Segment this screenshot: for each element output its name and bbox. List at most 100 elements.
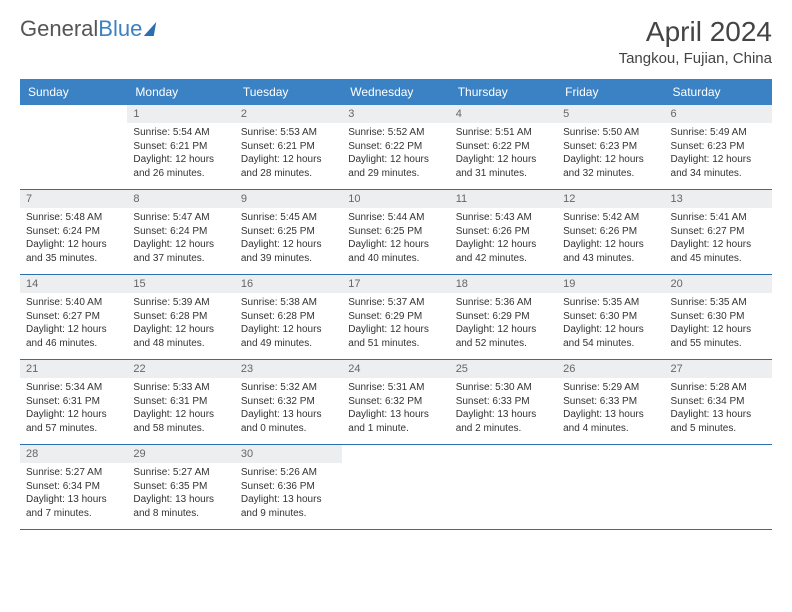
day-number: 23 xyxy=(235,360,342,378)
day-body: Sunrise: 5:35 AMSunset: 6:30 PMDaylight:… xyxy=(665,293,772,356)
day-number: 24 xyxy=(342,360,449,378)
day-number: 14 xyxy=(20,275,127,293)
calendar-week-row: 14Sunrise: 5:40 AMSunset: 6:27 PMDayligh… xyxy=(20,275,772,360)
calendar-day-cell xyxy=(342,445,449,530)
calendar-day-cell: 18Sunrise: 5:36 AMSunset: 6:29 PMDayligh… xyxy=(450,275,557,360)
calendar-table: SundayMondayTuesdayWednesdayThursdayFrid… xyxy=(20,79,772,530)
calendar-day-cell: 5Sunrise: 5:50 AMSunset: 6:23 PMDaylight… xyxy=(557,105,664,190)
calendar-week-row: 1Sunrise: 5:54 AMSunset: 6:21 PMDaylight… xyxy=(20,105,772,190)
calendar-day-cell: 8Sunrise: 5:47 AMSunset: 6:24 PMDaylight… xyxy=(127,190,234,275)
weekday-header: Sunday xyxy=(20,79,127,105)
day-body: Sunrise: 5:27 AMSunset: 6:34 PMDaylight:… xyxy=(20,463,127,526)
weekday-header: Wednesday xyxy=(342,79,449,105)
calendar-day-cell: 22Sunrise: 5:33 AMSunset: 6:31 PMDayligh… xyxy=(127,360,234,445)
day-body: Sunrise: 5:49 AMSunset: 6:23 PMDaylight:… xyxy=(665,123,772,186)
day-body: Sunrise: 5:53 AMSunset: 6:21 PMDaylight:… xyxy=(235,123,342,186)
calendar-day-cell: 24Sunrise: 5:31 AMSunset: 6:32 PMDayligh… xyxy=(342,360,449,445)
day-number: 18 xyxy=(450,275,557,293)
weekday-header: Friday xyxy=(557,79,664,105)
weekday-header: Saturday xyxy=(665,79,772,105)
day-number: 10 xyxy=(342,190,449,208)
logo-text-2: Blue xyxy=(98,16,142,42)
weekday-header-row: SundayMondayTuesdayWednesdayThursdayFrid… xyxy=(20,79,772,105)
calendar-day-cell: 4Sunrise: 5:51 AMSunset: 6:22 PMDaylight… xyxy=(450,105,557,190)
day-number: 27 xyxy=(665,360,772,378)
calendar-week-row: 7Sunrise: 5:48 AMSunset: 6:24 PMDaylight… xyxy=(20,190,772,275)
day-number: 11 xyxy=(450,190,557,208)
day-body: Sunrise: 5:37 AMSunset: 6:29 PMDaylight:… xyxy=(342,293,449,356)
calendar-day-cell: 12Sunrise: 5:42 AMSunset: 6:26 PMDayligh… xyxy=(557,190,664,275)
day-body: Sunrise: 5:33 AMSunset: 6:31 PMDaylight:… xyxy=(127,378,234,441)
day-number: 19 xyxy=(557,275,664,293)
calendar-week-row: 21Sunrise: 5:34 AMSunset: 6:31 PMDayligh… xyxy=(20,360,772,445)
day-body: Sunrise: 5:35 AMSunset: 6:30 PMDaylight:… xyxy=(557,293,664,356)
calendar-day-cell xyxy=(20,105,127,190)
calendar-day-cell: 26Sunrise: 5:29 AMSunset: 6:33 PMDayligh… xyxy=(557,360,664,445)
calendar-day-cell: 29Sunrise: 5:27 AMSunset: 6:35 PMDayligh… xyxy=(127,445,234,530)
location-text: Tangkou, Fujian, China xyxy=(619,50,772,67)
calendar-day-cell: 20Sunrise: 5:35 AMSunset: 6:30 PMDayligh… xyxy=(665,275,772,360)
day-number: 29 xyxy=(127,445,234,463)
calendar-day-cell: 14Sunrise: 5:40 AMSunset: 6:27 PMDayligh… xyxy=(20,275,127,360)
day-body: Sunrise: 5:27 AMSunset: 6:35 PMDaylight:… xyxy=(127,463,234,526)
calendar-day-cell xyxy=(450,445,557,530)
calendar-body: 1Sunrise: 5:54 AMSunset: 6:21 PMDaylight… xyxy=(20,105,772,530)
day-number: 9 xyxy=(235,190,342,208)
title-area: April 2024 Tangkou, Fujian, China xyxy=(619,16,772,67)
day-number: 8 xyxy=(127,190,234,208)
day-body: Sunrise: 5:26 AMSunset: 6:36 PMDaylight:… xyxy=(235,463,342,526)
day-body: Sunrise: 5:31 AMSunset: 6:32 PMDaylight:… xyxy=(342,378,449,441)
day-number: 7 xyxy=(20,190,127,208)
day-body: Sunrise: 5:39 AMSunset: 6:28 PMDaylight:… xyxy=(127,293,234,356)
calendar-day-cell: 13Sunrise: 5:41 AMSunset: 6:27 PMDayligh… xyxy=(665,190,772,275)
day-number: 1 xyxy=(127,105,234,123)
weekday-header: Tuesday xyxy=(235,79,342,105)
day-number: 28 xyxy=(20,445,127,463)
day-number: 26 xyxy=(557,360,664,378)
header: GeneralBlue April 2024 Tangkou, Fujian, … xyxy=(20,16,772,67)
day-number: 3 xyxy=(342,105,449,123)
calendar-day-cell: 7Sunrise: 5:48 AMSunset: 6:24 PMDaylight… xyxy=(20,190,127,275)
day-body: Sunrise: 5:36 AMSunset: 6:29 PMDaylight:… xyxy=(450,293,557,356)
day-body: Sunrise: 5:42 AMSunset: 6:26 PMDaylight:… xyxy=(557,208,664,271)
calendar-day-cell: 2Sunrise: 5:53 AMSunset: 6:21 PMDaylight… xyxy=(235,105,342,190)
day-body: Sunrise: 5:44 AMSunset: 6:25 PMDaylight:… xyxy=(342,208,449,271)
day-number: 13 xyxy=(665,190,772,208)
day-body: Sunrise: 5:48 AMSunset: 6:24 PMDaylight:… xyxy=(20,208,127,271)
day-body: Sunrise: 5:32 AMSunset: 6:32 PMDaylight:… xyxy=(235,378,342,441)
day-body: Sunrise: 5:30 AMSunset: 6:33 PMDaylight:… xyxy=(450,378,557,441)
calendar-day-cell: 28Sunrise: 5:27 AMSunset: 6:34 PMDayligh… xyxy=(20,445,127,530)
calendar-day-cell xyxy=(557,445,664,530)
calendar-day-cell: 10Sunrise: 5:44 AMSunset: 6:25 PMDayligh… xyxy=(342,190,449,275)
calendar-day-cell: 19Sunrise: 5:35 AMSunset: 6:30 PMDayligh… xyxy=(557,275,664,360)
day-body: Sunrise: 5:28 AMSunset: 6:34 PMDaylight:… xyxy=(665,378,772,441)
day-number: 6 xyxy=(665,105,772,123)
calendar-day-cell: 30Sunrise: 5:26 AMSunset: 6:36 PMDayligh… xyxy=(235,445,342,530)
calendar-day-cell: 3Sunrise: 5:52 AMSunset: 6:22 PMDaylight… xyxy=(342,105,449,190)
day-number: 21 xyxy=(20,360,127,378)
weekday-header: Monday xyxy=(127,79,234,105)
logo-mark-icon xyxy=(144,22,156,36)
day-number: 5 xyxy=(557,105,664,123)
day-body: Sunrise: 5:52 AMSunset: 6:22 PMDaylight:… xyxy=(342,123,449,186)
day-number: 2 xyxy=(235,105,342,123)
calendar-day-cell: 25Sunrise: 5:30 AMSunset: 6:33 PMDayligh… xyxy=(450,360,557,445)
day-body: Sunrise: 5:43 AMSunset: 6:26 PMDaylight:… xyxy=(450,208,557,271)
day-body: Sunrise: 5:50 AMSunset: 6:23 PMDaylight:… xyxy=(557,123,664,186)
day-body: Sunrise: 5:41 AMSunset: 6:27 PMDaylight:… xyxy=(665,208,772,271)
calendar-day-cell: 27Sunrise: 5:28 AMSunset: 6:34 PMDayligh… xyxy=(665,360,772,445)
calendar-day-cell: 9Sunrise: 5:45 AMSunset: 6:25 PMDaylight… xyxy=(235,190,342,275)
day-body: Sunrise: 5:54 AMSunset: 6:21 PMDaylight:… xyxy=(127,123,234,186)
day-number: 15 xyxy=(127,275,234,293)
day-body: Sunrise: 5:34 AMSunset: 6:31 PMDaylight:… xyxy=(20,378,127,441)
weekday-header: Thursday xyxy=(450,79,557,105)
day-number: 4 xyxy=(450,105,557,123)
month-title: April 2024 xyxy=(619,16,772,48)
day-number: 20 xyxy=(665,275,772,293)
calendar-day-cell: 6Sunrise: 5:49 AMSunset: 6:23 PMDaylight… xyxy=(665,105,772,190)
calendar-day-cell: 11Sunrise: 5:43 AMSunset: 6:26 PMDayligh… xyxy=(450,190,557,275)
day-body: Sunrise: 5:45 AMSunset: 6:25 PMDaylight:… xyxy=(235,208,342,271)
day-body: Sunrise: 5:47 AMSunset: 6:24 PMDaylight:… xyxy=(127,208,234,271)
calendar-day-cell: 1Sunrise: 5:54 AMSunset: 6:21 PMDaylight… xyxy=(127,105,234,190)
day-body: Sunrise: 5:51 AMSunset: 6:22 PMDaylight:… xyxy=(450,123,557,186)
